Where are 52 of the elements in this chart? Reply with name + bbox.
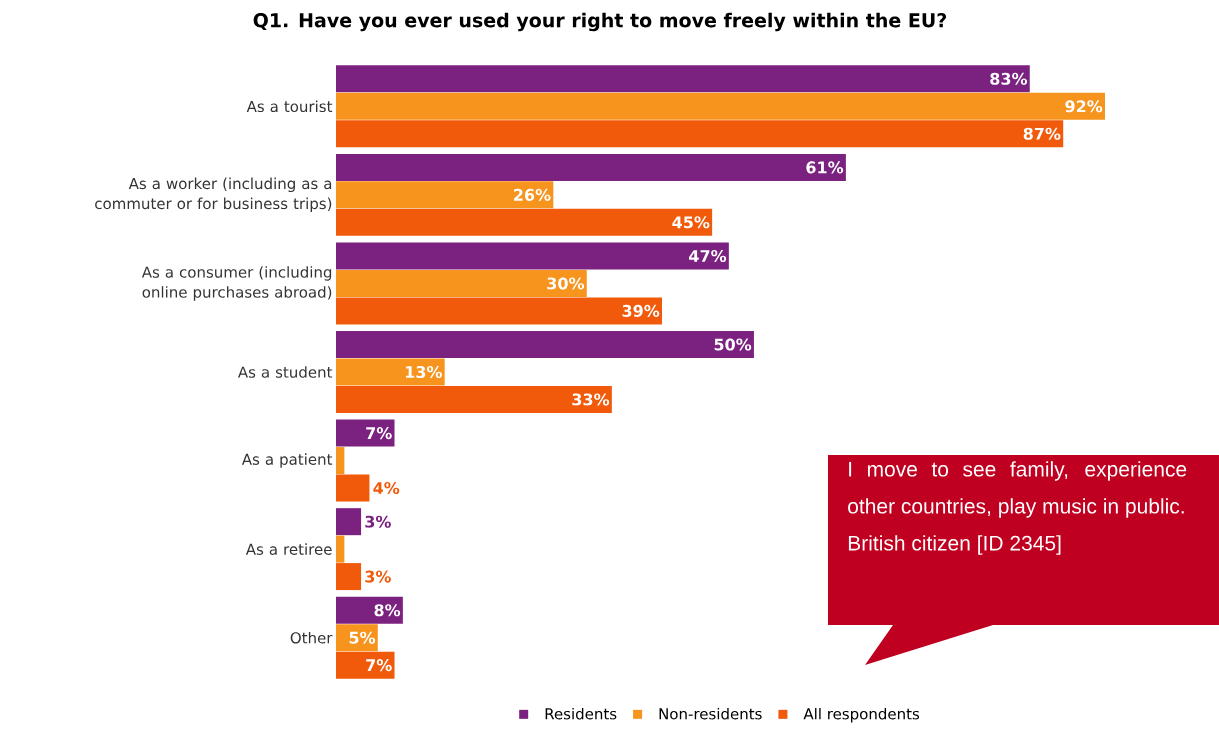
- bar: [336, 120, 1064, 148]
- data-label: 87%: [1023, 127, 1061, 140]
- y-tick-label: As a student: [237, 366, 333, 378]
- data-label: 61%: [806, 161, 844, 174]
- bar: [336, 92, 1105, 120]
- annotation: I move to see family, experience other countries, play music in public.: [848, 461, 1187, 518]
- data-label: 13%: [405, 365, 442, 379]
- data-label: 4%: [373, 481, 400, 495]
- legend-label: All respondents: [803, 707, 920, 723]
- bar: [336, 419, 395, 447]
- bar: [336, 474, 370, 502]
- bar: [336, 385, 612, 413]
- data-label: 92%: [1065, 100, 1103, 113]
- y-tick-label: As a tourist: [246, 100, 333, 113]
- bar: [336, 242, 729, 270]
- data-label: 33%: [572, 393, 610, 406]
- y-tick-label: As a consumer (including online purchases abroad): [141, 266, 332, 301]
- bar: [336, 181, 554, 209]
- legend-label: Residents: [545, 707, 617, 720]
- bar: [336, 297, 662, 325]
- annotation: British citizen [ID 2345]: [848, 535, 1061, 555]
- bar: [336, 508, 362, 536]
- data-label: 83%: [990, 72, 1028, 85]
- data-label: 8%: [374, 604, 401, 617]
- bar: [336, 535, 345, 563]
- data-label: 3%: [365, 515, 391, 528]
- data-label: 50%: [714, 338, 752, 351]
- legend-label: Non-residents: [659, 707, 762, 720]
- y-tick-label: As a patient: [241, 453, 333, 468]
- bar: [336, 153, 846, 181]
- data-label: 5%: [349, 631, 376, 644]
- bar: [336, 208, 713, 236]
- data-label: 47%: [689, 249, 727, 263]
- bar: [336, 651, 395, 679]
- data-label: 45%: [672, 216, 710, 229]
- bar: [336, 563, 362, 591]
- chart-title: Q1. Have you ever used your right to move freely within the EU?: [253, 12, 947, 32]
- y-tick-label: As a retiree: [245, 543, 332, 555]
- bar: [336, 358, 445, 386]
- bar: [336, 596, 403, 624]
- bar: [336, 331, 754, 359]
- data-label: 3%: [365, 570, 391, 583]
- bar: [336, 447, 345, 475]
- data-label: 39%: [622, 304, 660, 317]
- y-tick-label: Other: [290, 631, 333, 644]
- data-label: 26%: [514, 188, 551, 201]
- bar: [336, 269, 587, 297]
- data-label: 30%: [547, 277, 585, 290]
- data-label: 7%: [366, 659, 392, 672]
- data-label: 7%: [366, 427, 392, 440]
- y-tick-label: As a worker (including as a commuter or for business trips): [95, 177, 332, 213]
- bar: [336, 65, 1030, 93]
